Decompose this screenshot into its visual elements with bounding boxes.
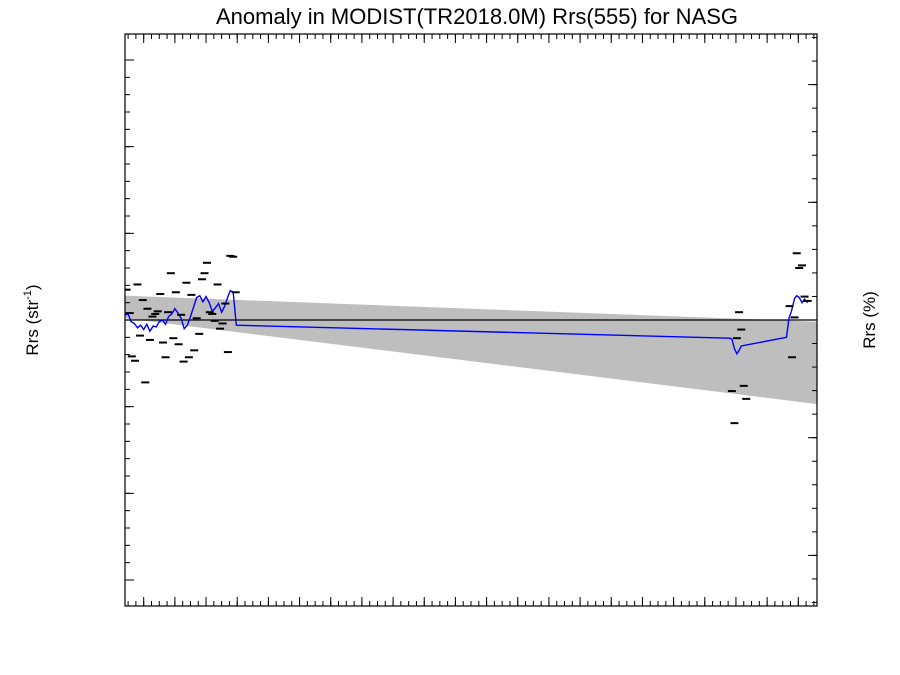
- y-axis-left: [125, 59, 134, 581]
- uncertainty-band-layer: [125, 295, 817, 405]
- y-axis-label: Rrs (str-1): [22, 284, 42, 355]
- y-axis-label-superscript: -1: [22, 290, 34, 300]
- plot-area: [124, 33, 818, 607]
- mean-line-layer: [125, 289, 809, 356]
- mean-line: [125, 289, 809, 356]
- chart-title: Anomaly in MODIST(TR2018.0M) Rrs(555) fo…: [216, 4, 738, 29]
- x-axis: [127, 34, 815, 606]
- y2-axis-label: Rrs (%): [860, 291, 879, 349]
- uncertainty-band: [125, 295, 817, 405]
- y-axis-right: [808, 37, 817, 603]
- data-points-layer: [125, 252, 812, 425]
- y-axis-label-close: ): [23, 284, 42, 290]
